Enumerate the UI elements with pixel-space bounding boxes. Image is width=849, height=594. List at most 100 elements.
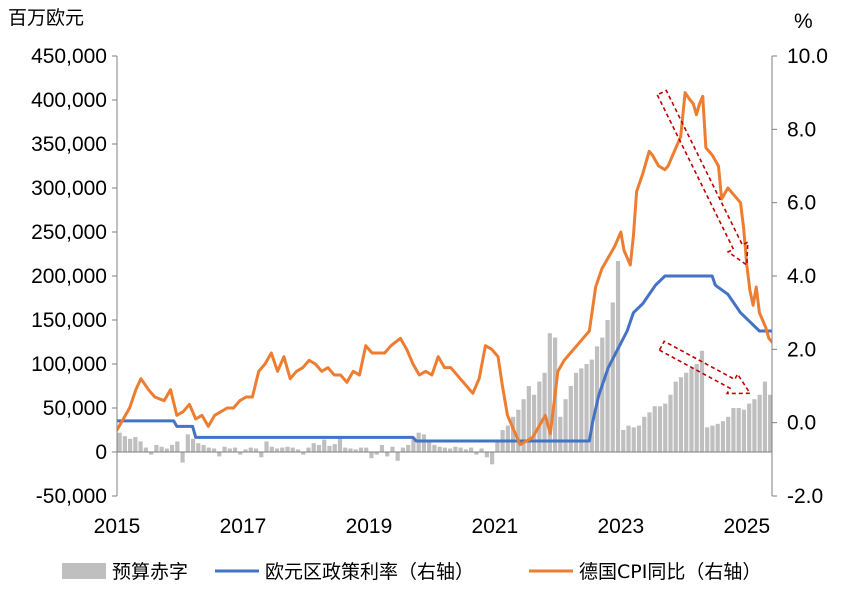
x-tick-label: 2015: [94, 515, 141, 538]
deficit-bar: [364, 447, 369, 452]
deficit-bar: [757, 394, 762, 452]
left-tick-label: 250,000: [31, 221, 107, 244]
deficit-bar: [374, 452, 379, 455]
deficit-bar: [710, 425, 715, 452]
legend-label: 德国CPI同比（右轴）: [579, 561, 761, 583]
left-tick-label: 450,000: [31, 45, 107, 68]
deficit-bar: [232, 447, 238, 452]
deficit-bar: [762, 381, 768, 452]
deficit-bar: [442, 447, 447, 452]
left-tick-label: 400,000: [31, 89, 107, 112]
deficit-bar: [169, 444, 175, 452]
deficit-bar: [290, 447, 295, 452]
deficit-bar: [217, 452, 222, 457]
deficit-bar: [610, 302, 615, 452]
deficit-bar: [579, 368, 584, 452]
x-tick-label: 2025: [723, 515, 770, 538]
deficit-bar: [190, 438, 196, 452]
deficit-bar: [122, 436, 127, 452]
right-tick-label: 0.0: [787, 412, 816, 435]
right-tick-label: 6.0: [787, 192, 816, 215]
deficit-bar: [495, 441, 500, 452]
left-tick-label: 300,000: [31, 177, 107, 200]
deficit-bar: [327, 445, 332, 452]
deficit-bar: [720, 421, 726, 452]
deficit-bar: [516, 409, 521, 452]
deficit-bar: [505, 425, 510, 452]
deficit-bar: [589, 359, 594, 452]
right-axis-unit: %: [794, 10, 813, 33]
deficit-bar: [663, 403, 668, 452]
deficit-bar: [316, 444, 322, 452]
deficit-bar: [138, 441, 143, 452]
deficit-bar: [348, 448, 353, 452]
deficit-bar: [301, 452, 306, 455]
deficit-bar: [154, 444, 159, 452]
deficit-bar: [128, 438, 133, 452]
cpi-line: [117, 91, 772, 447]
deficit-bar: [694, 364, 699, 452]
deficit-bar: [343, 447, 348, 452]
deficit-bar: [243, 449, 248, 452]
deficit-bar: [421, 434, 427, 452]
deficit-bar: [752, 399, 757, 452]
deficit-bar: [479, 448, 484, 452]
deficit-bar: [274, 448, 280, 452]
deficit-bar: [668, 394, 673, 452]
right-tick-label: -2.0: [787, 485, 823, 508]
deficit-bar: [642, 416, 647, 452]
deficit-bar: [689, 368, 694, 452]
deficit-bar: [259, 452, 264, 458]
deficit-bar: [631, 427, 636, 452]
deficit-bar: [705, 427, 710, 452]
deficit-bar: [463, 449, 468, 452]
trend-arrow: [656, 89, 749, 267]
deficit-bar: [448, 448, 453, 452]
deficit-bar: [779, 433, 783, 452]
deficit-bar: [474, 452, 479, 455]
deficit-bar: [369, 452, 374, 459]
deficit-bar: [180, 452, 185, 463]
deficit-bar: [836, 404, 840, 452]
deficit-bar: [295, 449, 301, 452]
deficit-bar: [784, 434, 788, 452]
deficit-bar: [768, 394, 772, 452]
deficit-bar: [269, 446, 274, 452]
deficit-bar: [831, 412, 835, 452]
deficit-bar: [332, 444, 337, 452]
deficit-bar: [385, 452, 390, 457]
deficit-bar: [211, 448, 217, 452]
deficit-bar: [584, 364, 589, 452]
deficit-bar: [773, 434, 777, 452]
deficit-bar: [159, 446, 164, 452]
deficit-bar: [285, 446, 290, 452]
x-tick-label: 2023: [597, 515, 644, 538]
deficit-bar: [699, 350, 705, 452]
deficit-bar: [736, 408, 741, 452]
deficit-bar: [133, 437, 138, 452]
deficit-bar: [322, 439, 327, 452]
deficit-bar: [684, 372, 689, 452]
deficit-bar: [647, 412, 652, 452]
deficit-bar: [568, 386, 573, 452]
deficit-bar: [821, 421, 825, 452]
deficit-bar: [248, 447, 253, 452]
left-tick-label: 0: [95, 441, 107, 464]
deficit-bar: [600, 337, 605, 452]
right-tick-label: 2.0: [787, 338, 816, 361]
deficit-bar: [741, 409, 747, 452]
deficit-bar: [615, 261, 621, 452]
deficit-bar: [117, 432, 122, 452]
deficit-bar: [469, 447, 474, 452]
right-tick-label: 4.0: [787, 265, 816, 288]
deficit-bar: [437, 446, 442, 452]
deficit-bar: [264, 441, 269, 452]
deficit-bar: [537, 381, 542, 452]
deficit-bar: [400, 447, 406, 452]
deficit-bar: [826, 417, 830, 452]
deficit-bar: [542, 372, 547, 452]
left-tick-label: 350,000: [31, 133, 107, 156]
deficit-bar: [531, 394, 537, 452]
